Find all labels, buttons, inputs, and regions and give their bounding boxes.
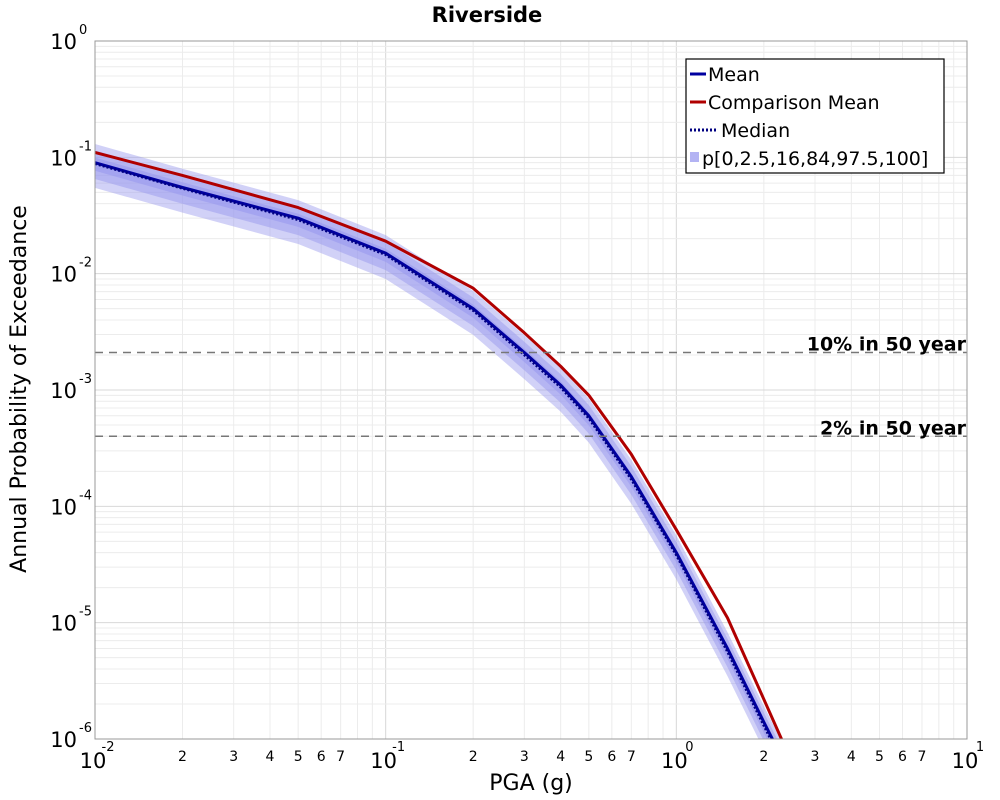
y-major-tick-label: 10 -5 [50,605,92,636]
y-tick-exponent: -6 [79,721,92,736]
legend-label-percentiles: p[0,2.5,16,84,97.5,100] [702,148,928,170]
y-major-tick-label: 10 -4 [50,488,92,519]
reference-line-label-0: 10% in 50 year [807,334,967,356]
y-tick-exponent: -2 [79,256,92,271]
percentile-bands [95,144,781,739]
series-lines [95,151,783,739]
legend: Mean Comparison Mean Median p[0,2.5,16,8… [685,58,945,174]
x-minor-tick-label: 7 [336,749,345,765]
x-minor-tick-label: 6 [317,749,326,765]
x-tick-exponent: 1 [976,740,984,755]
x-minor-tick-label: 3 [229,749,238,765]
y-tick-base: 10 [50,728,77,752]
legend-box [685,58,945,174]
y-major-tick-label: 10 -6 [50,721,92,752]
y-major-tick-label: 10 -1 [50,139,92,170]
x-minor-tick-label: 3 [811,749,820,765]
x-tick-base: 10 [952,749,979,773]
y-major-tick-label: 10 -3 [50,372,92,403]
reference-line-label-1: 2% in 50 year [820,417,967,439]
x-minor-tick-label: 6 [607,749,616,765]
series-line-median [95,162,772,739]
y-tick-exponent: -3 [79,372,92,387]
x-axis-label: PGA (g) [489,771,573,796]
x-minor-tick-label: 5 [584,749,593,765]
y-axis-label: Annual Probability of Exceedance [7,205,32,573]
x-tick-exponent: -1 [392,740,405,755]
y-major-tick-label: 10 -2 [50,256,92,287]
y-tick-exponent: 0 [79,23,87,38]
x-minor-tick-label: 2 [469,749,478,765]
band-p2.5-p97.5 [95,150,778,739]
legend-label-comparison-mean: Comparison Mean [708,92,880,114]
y-tick-base: 10 [50,612,77,636]
x-major-tick-label: 101 [952,740,985,773]
x-major-tick-label: 100 [661,740,694,773]
x-tick-base: 10 [370,749,397,773]
x-tick-base: 10 [661,749,688,773]
legend-label-median: Median [721,120,790,142]
x-minor-tick-label: 7 [627,749,636,765]
x-tick-exponent: 0 [685,740,693,755]
x-minor-tick-label: 4 [266,749,275,765]
y-tick-base: 10 [50,495,77,519]
x-minor-tick-label: 6 [898,749,907,765]
x-major-tick-label: 10-2 [80,740,115,773]
x-minor-tick-label: 7 [918,749,927,765]
grid-lines [95,41,967,739]
x-tick-base: 10 [80,749,107,773]
x-major-tick-label: 10-1 [370,740,405,773]
y-tick-base: 10 [50,263,77,287]
plot-frame [94,40,968,740]
x-minor-tick-label: 2 [178,749,187,765]
x-tick-exponent: -2 [102,740,115,755]
legend-label-mean: Mean [708,64,760,86]
x-minor-tick-label: 3 [520,749,529,765]
x-minor-tick-label: 4 [847,749,856,765]
band-p16-p84 [95,157,774,739]
y-tick-exponent: -5 [79,605,92,620]
y-tick-exponent: -1 [79,139,92,154]
y-tick-base: 10 [50,146,77,170]
x-minor-tick-label: 2 [759,749,768,765]
x-minor-tick-label: 4 [556,749,565,765]
series-line-comparison-mean [95,151,783,739]
chart-title: Riverside [432,3,543,27]
y-tick-base: 10 [50,379,77,403]
x-minor-tick-label: 5 [294,749,303,765]
series-line-mean [95,161,775,739]
y-tick-exponent: -4 [79,488,92,503]
legend-swatch-percentiles [690,152,699,162]
y-major-tick-label: 10 0 [50,23,87,54]
y-tick-base: 10 [50,30,77,54]
reference-lines: 10% in 50 year 2% in 50 year [95,334,967,439]
x-minor-tick-label: 5 [875,749,884,765]
band-p0-p100 [95,144,781,739]
